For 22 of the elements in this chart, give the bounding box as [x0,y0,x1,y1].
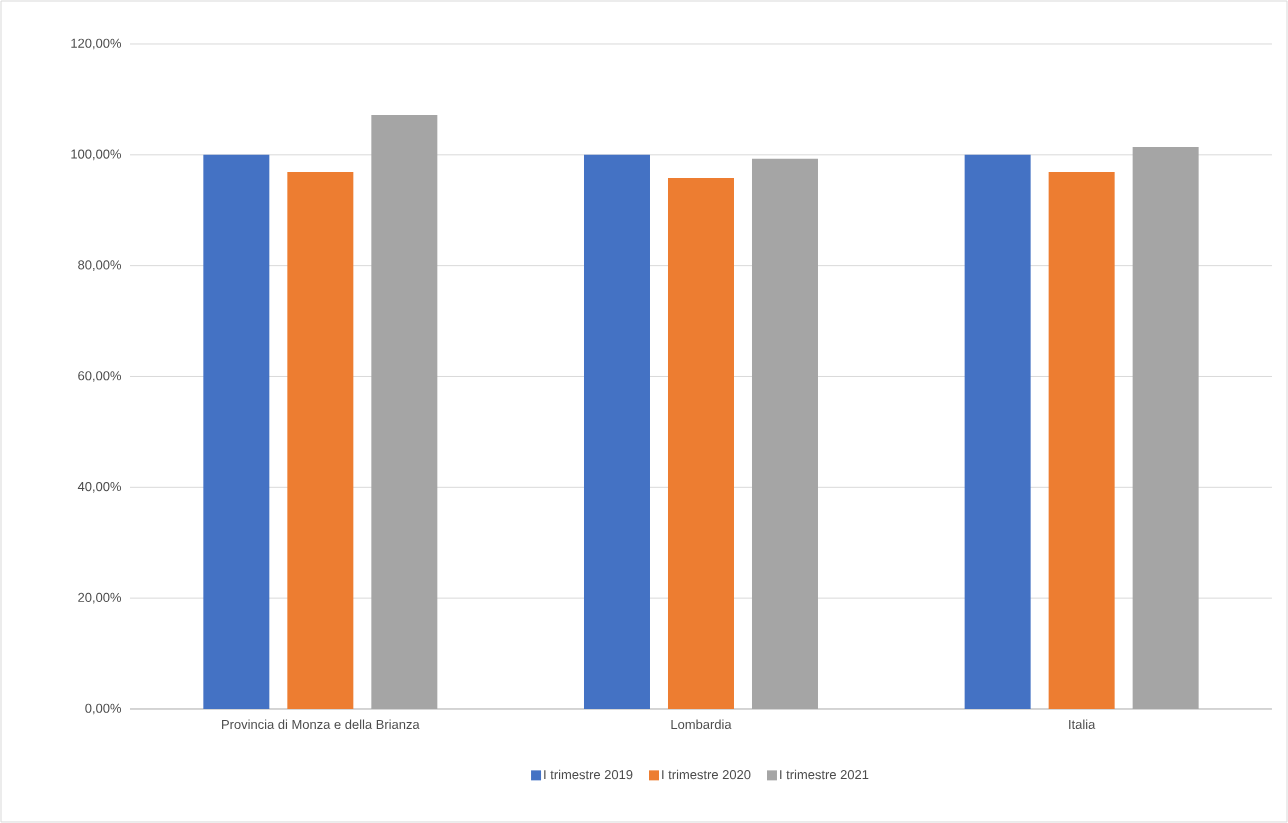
bar [667,178,734,709]
legend-label: I trimestre 2019 [544,769,633,780]
legend-label: I trimestre 2021 [780,769,869,780]
y-tick-label: 60,00% [78,371,122,382]
x-tick-label: Italia [1069,719,1096,730]
y-tick-label: 120,00% [71,38,122,50]
bar [1048,171,1115,709]
y-tick-label: 80,00% [78,260,122,271]
legend-label: I trimestre 2020 [662,769,751,780]
bar [203,154,270,709]
x-tick-label: Provincia di Monza e della Brianza [222,719,420,730]
bar [371,114,438,709]
bar [751,158,818,709]
x-tick-label: Lombardia [671,719,732,730]
bar [964,154,1031,709]
bar [583,154,650,709]
y-tick-label: 0,00% [85,703,122,715]
bar [287,171,354,709]
y-tick-label: 100,00% [71,149,122,161]
bar [1132,147,1199,709]
y-tick-label: 40,00% [77,481,122,493]
y-tick-label: 20,00% [78,592,122,604]
